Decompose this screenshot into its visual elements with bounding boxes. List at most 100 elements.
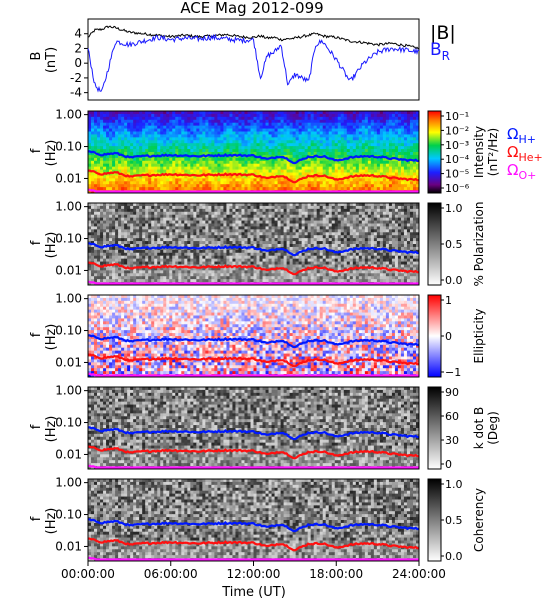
kdotb-plot-frame — [87, 386, 420, 470]
legend-proton-omega: Ω — [507, 125, 518, 143]
oxygen-gyro-line — [88, 464, 419, 469]
coherency-colorbar — [427, 478, 442, 562]
polarization-plot-frame — [87, 202, 420, 286]
x-tick-label: 24:00:00 — [392, 567, 446, 581]
kdotb-y-tick-label: 1.00 — [55, 384, 82, 398]
x-tick-labels: 00:00:00 06:00:00 12:00:00 18:00:00 24:00:00 — [61, 561, 446, 581]
x-tick-label: 18:00:00 — [309, 567, 363, 581]
intensity-colorbar-tick-label: 10⁻⁵ — [445, 168, 469, 181]
coherency-ylabel: f — [29, 516, 44, 521]
coherency-y-tick-label: 0.10 — [55, 508, 82, 522]
coherency-colorbar-tick-label: 0.5 — [445, 514, 463, 527]
panel-field: B (nT) 420-2-4 |B| BR — [29, 18, 456, 101]
oxygen-gyro-line — [88, 372, 419, 377]
intensity-colorbar — [427, 110, 442, 194]
ellipticity-yunit: (Hz) — [44, 324, 59, 351]
intensity-colorbar-tick-label: 10⁻² — [445, 124, 469, 137]
ellipticity-colorbar-tick-label: 1 — [445, 294, 452, 307]
proton-gyro-line — [88, 426, 419, 441]
polarization-y-tick-label: 0.10 — [55, 232, 82, 246]
oxygen-gyro-line — [88, 280, 419, 285]
kdotb-heatmap — [88, 387, 420, 470]
intensity-plot-frame — [87, 110, 420, 194]
ellipticity-colorbar-tick-label: −1 — [445, 366, 461, 379]
kdotb-y-tick-label: 0.10 — [55, 416, 82, 430]
legend-oxygen-gyro: ΩO+ — [507, 161, 536, 182]
spectrogram-panels: f (Hz)1.000.100.0110⁻¹10⁻²10⁻³10⁻⁴10⁻⁵10⁻… — [29, 108, 500, 563]
kdotb-colorbar-tick-label: 0 — [445, 458, 452, 471]
ellipticity-colorbar — [427, 294, 442, 378]
proton-gyro-line — [88, 518, 419, 533]
kdotb-colorbar-unit: (Deg) — [486, 411, 500, 445]
kdotb-colorbar-label: k dot B — [472, 407, 486, 449]
coherency-yunit: (Hz) — [44, 508, 59, 535]
gyro-legend: ΩH+ ΩHe+ ΩO+ — [507, 125, 543, 182]
panel-ellipticity: f (Hz) 1.00 0.10 0.01 1 0 −1 Ellipticity — [29, 292, 486, 379]
intensity-y-tick-label: 0.10 — [55, 140, 82, 154]
coherency-y-tick-label: 0.01 — [55, 539, 82, 553]
legend-helium-gyro: ΩHe+ — [507, 143, 543, 164]
polarization-colorbar — [427, 202, 442, 286]
ellipticity-y-tick-label: 0.01 — [55, 355, 82, 369]
field-y-ticks: 420-2-4 — [70, 27, 88, 100]
kdotb-ylabel: f — [29, 424, 44, 429]
coherency-colorbar-tick-label: 1.0 — [445, 478, 463, 491]
legend-radial-field-subscript: R — [442, 49, 450, 63]
intensity-ylabel: f — [29, 148, 44, 153]
polarization-colorbar-tick-label: 0.0 — [445, 274, 463, 287]
coherency-y-tick-label: 1.00 — [55, 476, 82, 490]
polarization-ylabel: f — [29, 240, 44, 245]
polarization-y-tick-label: 0.01 — [55, 263, 82, 277]
intensity-y-tick-label: 0.01 — [55, 171, 82, 185]
kdotb-colorbar-tick-label: 60 — [445, 410, 459, 423]
legend-radial-field: BR — [430, 40, 450, 63]
x-tick-label: 12:00:00 — [227, 567, 281, 581]
helium-gyro-line — [88, 537, 419, 552]
intensity-colorbar-tick-label: 10⁻¹ — [445, 110, 469, 123]
polarization-yunit: (Hz) — [44, 232, 59, 259]
kdotb-y-tick-label: 0.01 — [55, 447, 82, 461]
kdotb-colorbar-tick-label: 90 — [445, 386, 459, 399]
oxygen-gyro-line — [88, 556, 419, 561]
legend-helium-subscript: He+ — [518, 151, 542, 164]
polarization-y-tick-label: 1.00 — [55, 200, 82, 214]
ellipticity-heatmap — [88, 295, 420, 378]
ellipticity-colorbar-tick-label: 0 — [445, 330, 452, 343]
ellipticity-plot-frame — [87, 294, 420, 378]
oxygen-gyro-line — [88, 188, 419, 193]
legend-total-field: |B| — [430, 22, 456, 44]
polarization-colorbar-label: % Polarization — [472, 202, 486, 287]
coherency-heatmap — [88, 479, 420, 562]
legend-oxygen-subscript: O+ — [518, 169, 536, 182]
coherency-colorbar-label: Coherency — [472, 488, 486, 552]
intensity-colorbar-label: Intensity — [472, 126, 486, 178]
intensity-colorbar-tick-label: 10⁻⁶ — [445, 182, 470, 195]
field-y-tick-label: 2 — [74, 41, 82, 55]
proton-gyro-line — [88, 242, 419, 257]
kdotb-yunit: (Hz) — [44, 416, 59, 443]
legend-helium-omega: Ω — [507, 143, 518, 161]
intensity-yunit: (Hz) — [44, 140, 59, 167]
field-series — [87, 25, 420, 93]
legend-radial-field-symbol: B — [430, 40, 442, 60]
field-series-line — [87, 33, 420, 93]
intensity-colorbar-tick-label: 10⁻³ — [445, 139, 469, 152]
field-yunit: (nT) — [44, 47, 59, 73]
intensity-y-tick-label: 1.00 — [55, 108, 82, 122]
polarization-colorbar-tick-label: 0.5 — [445, 238, 463, 251]
field-y-tick-label: -2 — [70, 71, 82, 85]
intensity-colorbar-tick-label: 10⁻⁴ — [445, 153, 470, 166]
helium-gyro-line — [88, 169, 419, 184]
x-tick-label: 06:00:00 — [144, 567, 198, 581]
field-y-tick-label: 4 — [74, 27, 82, 41]
kdotb-colorbar-tick-label: 30 — [445, 434, 459, 447]
field-plot-frame — [87, 18, 420, 101]
panel-intensity: f (Hz) 1.00 0.10 0.01 10⁻¹10⁻² 10⁻³10⁻⁴ 10⁻⁵10⁻… — [29, 108, 500, 195]
panel-polarization: f (Hz) 1.00 0.10 0.01 1.0 0.5 0.0 % Polarization — [29, 200, 486, 287]
chart-title: ACE Mag 2012-099 — [180, 0, 323, 17]
proton-gyro-line — [88, 150, 419, 165]
ellipticity-colorbar-label: Ellipticity — [472, 309, 486, 364]
legend-oxygen-omega: Ω — [507, 161, 518, 179]
legend-proton-subscript: H+ — [518, 133, 536, 146]
